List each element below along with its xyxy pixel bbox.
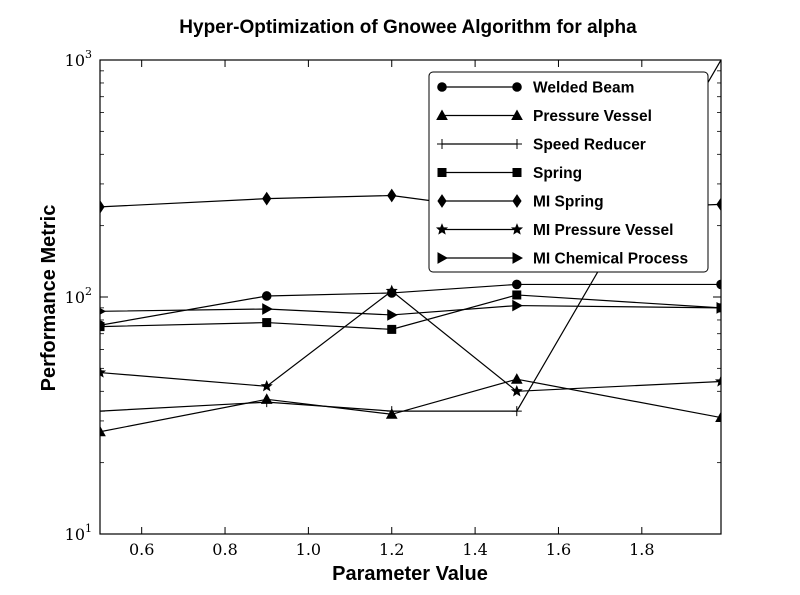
data-point [512,290,522,300]
legend-marker [436,109,448,120]
x-tick-label: 1.8 [629,540,654,559]
data-point [512,299,523,312]
x-tick-label: 0.8 [212,540,237,559]
data-point [715,411,721,423]
data-point [261,397,272,408]
x-tick-label: 1.4 [462,540,487,559]
x-tick-label: 1.0 [296,540,321,559]
data-point [511,279,522,290]
legend-item: Speed Reducer [437,137,646,154]
data-point [261,291,272,301]
x-axis-label: Parameter Value [332,563,488,585]
legend-item: MI Spring [437,194,604,211]
tick-labels: 0.6 0.8 1.0 1.2 1.4 1.6 1.8 101 102 103 [65,48,655,559]
legend-item: Pressure Vessel [436,108,652,125]
legend-marker [512,194,522,208]
data-point [387,309,398,321]
legend-marker [511,109,523,120]
data-point [100,366,107,378]
data-point [716,279,721,290]
data-point [714,375,721,387]
data-point [262,318,272,328]
x-tick-label: 1.6 [546,540,571,559]
legend: Welded Beam Pressure Vessel Speed Reducer S… [428,71,709,273]
legend-marker [512,82,522,92]
data-point [262,303,273,315]
y-tick-label: 103 [65,48,92,70]
legend-item: MI Chemical Process [437,251,688,268]
data-point [716,197,721,212]
data-point [387,188,397,203]
data-point [387,324,397,334]
legend-item: Welded Beam [437,80,634,97]
legend-marker [512,252,524,264]
y-tick-label: 102 [65,285,92,307]
legend-box [428,71,709,273]
legend-item: MI Pressure Vessel [435,222,673,239]
legend-marker [437,139,447,149]
data-point [386,406,397,417]
data-point [100,199,105,214]
x-tick-label: 0.6 [129,540,154,559]
legend-marker [510,223,524,235]
legend-label: Pressure Vessel [533,108,652,125]
data-point [260,379,273,392]
data-point [716,301,721,314]
series-2 [100,60,721,417]
legend-item: Spring [437,165,582,182]
data-point [262,191,272,206]
series-5 [100,284,721,397]
chart-title: Hyper-Optimization of Gnowee Algorithm f… [179,17,637,38]
legend-marker [437,82,447,92]
data-point [385,284,398,297]
data-point [100,406,105,417]
data-point [510,384,523,397]
legend-marker [437,194,447,208]
legend-label: MI Pressure Vessel [533,222,673,239]
y-tick-label: 101 [65,522,92,544]
legend-label: MI Chemical Process [533,251,688,268]
y-axis-label: Performance Metric [38,205,60,392]
axis-ticks [100,59,721,535]
data-point [100,425,106,437]
data-point [511,406,522,417]
data-point [100,307,107,315]
legend-label: Welded Beam [533,80,634,97]
legend-marker [437,252,449,264]
legend-marker [512,168,522,177]
series-6 [100,299,721,321]
legend-marker [435,223,449,235]
legend-label: Speed Reducer [533,137,646,154]
data-point [510,373,523,384]
legend-label: MI Spring [533,194,604,211]
legend-marker [512,139,522,149]
legend-label: Spring [533,165,582,182]
legend-marker [437,168,447,177]
data-point [100,322,105,332]
x-tick-label: 1.2 [379,540,404,559]
